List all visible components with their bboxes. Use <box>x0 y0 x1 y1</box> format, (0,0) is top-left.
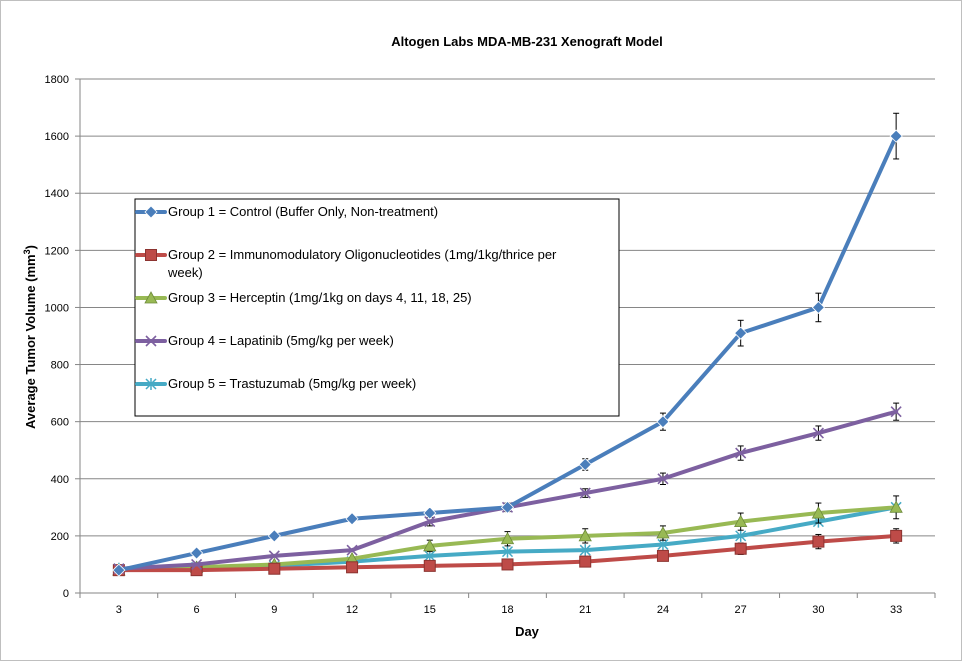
legend-swatch-marker-group-2 <box>145 249 157 261</box>
x-tick-label-15: 15 <box>424 604 436 616</box>
point-group-1-day-24 <box>656 415 670 429</box>
point-group-4-day-12 <box>346 544 358 556</box>
series-layer <box>112 112 903 577</box>
point-group-3-day-33 <box>889 500 903 513</box>
point-group-3-day-30 <box>811 506 826 519</box>
point-group-1-day-3 <box>112 563 126 577</box>
chart-title: Altogen Labs MDA-MB-231 Xenograft Model <box>391 34 663 49</box>
point-group-4-day-21 <box>579 487 591 499</box>
point-group-2-day-9 <box>268 562 281 575</box>
x-tick-label-9: 9 <box>271 604 277 616</box>
x-axis-title: Day <box>515 624 540 639</box>
point-group-1-day-33 <box>889 129 903 143</box>
legend-label-group-1: Group 1 = Control (Buffer Only, Non-trea… <box>168 204 438 219</box>
point-group-4-day-6 <box>191 558 203 571</box>
point-group-4-day-9 <box>268 550 280 562</box>
y-tick-label-1000: 1000 <box>45 302 69 314</box>
point-group-5-day-27 <box>735 529 747 542</box>
point-group-2-day-15 <box>423 559 436 572</box>
point-group-4-day-30 <box>812 427 824 439</box>
legend-box <box>134 198 620 417</box>
point-group-2-day-21 <box>579 555 592 568</box>
y-tick-labels: 0 200 400 600 800 1000 1200 1400 1600 1800 <box>45 74 69 600</box>
x-tick-label-6: 6 <box>194 604 200 616</box>
legend-swatch-marker-group-3 <box>144 291 158 304</box>
point-group-1-day-21 <box>578 457 592 472</box>
x-tick-label-3: 3 <box>116 604 122 616</box>
point-group-2-day-12 <box>346 561 359 574</box>
y-tick-label-400: 400 <box>51 474 69 486</box>
legend-label-group-3: Group 3 = Herceptin (1mg/1kg on days 4, … <box>168 290 472 305</box>
legend-label-group-4: Group 4 = Lapatinib (5mg/kg per week) <box>168 333 394 348</box>
point-group-1-day-12 <box>345 512 359 526</box>
point-group-1-day-15 <box>423 506 437 520</box>
y-tick-label-1800: 1800 <box>45 74 69 86</box>
point-group-4-day-27 <box>735 447 747 459</box>
x-tick-label-30: 30 <box>812 604 824 616</box>
series-group-2 <box>112 528 903 577</box>
legend-label-group-2-line-1: Group 2 = Immunomodulatory Oligonucleoti… <box>168 247 557 262</box>
point-group-1-day-30 <box>811 300 825 315</box>
point-group-1-day-27 <box>734 326 748 340</box>
point-group-5-day-18 <box>501 545 514 558</box>
legend-items <box>135 205 167 390</box>
point-group-3-day-15 <box>423 539 437 552</box>
axes <box>75 78 936 598</box>
point-group-2-day-24 <box>656 549 669 562</box>
x-tick-label-18: 18 <box>501 604 513 616</box>
y-tick-label-1200: 1200 <box>45 245 69 257</box>
point-group-1-day-18 <box>500 500 515 514</box>
legend-swatch-marker-group-5 <box>145 378 157 390</box>
x-tick-label-21: 21 <box>579 604 591 616</box>
y-tick-label-600: 600 <box>51 417 69 429</box>
point-group-3-day-27 <box>734 514 748 528</box>
x-tick-label-12: 12 <box>346 604 358 616</box>
x-tick-labels: 3 6 9 12 15 18 21 24 27 30 33 <box>116 604 902 616</box>
y-tick-label-1400: 1400 <box>45 188 69 200</box>
legend-swatch-marker-group-1 <box>144 205 158 219</box>
legend: Group 1 = Control (Buffer Only, Non-trea… <box>134 198 620 417</box>
legend-label-group-2-line-2: week) <box>167 265 203 280</box>
point-group-4-day-15 <box>424 516 436 528</box>
y-axis-title: Average Tumor Volume (mm3) <box>22 245 38 429</box>
y-tick-label-0: 0 <box>63 588 69 600</box>
series-group-1 <box>112 112 903 577</box>
point-group-4-day-33 <box>890 406 902 418</box>
point-group-4-day-24 <box>657 473 669 485</box>
point-group-2-day-33 <box>890 529 903 542</box>
y-tick-label-1600: 1600 <box>45 131 69 143</box>
point-group-3-day-24 <box>656 526 670 539</box>
point-group-5-day-21 <box>579 544 591 557</box>
point-group-1-day-9 <box>267 529 281 543</box>
y-tick-label-800: 800 <box>51 360 69 372</box>
x-tick-label-27: 27 <box>735 604 747 616</box>
x-tick-label-24: 24 <box>657 604 669 616</box>
point-group-2-day-30 <box>812 535 825 548</box>
point-group-3-day-18 <box>500 531 515 545</box>
point-group-3-day-21 <box>578 529 592 542</box>
y-tick-label-200: 200 <box>51 531 69 543</box>
point-group-1-day-6 <box>190 546 204 560</box>
point-group-2-day-27 <box>734 542 747 555</box>
x-tick-label-33: 33 <box>890 604 902 616</box>
legend-label-group-5: Group 5 = Trastuzumab (5mg/kg per week) <box>168 376 416 391</box>
point-group-2-day-18 <box>501 558 514 571</box>
legend-swatch-marker-group-4 <box>145 335 157 347</box>
